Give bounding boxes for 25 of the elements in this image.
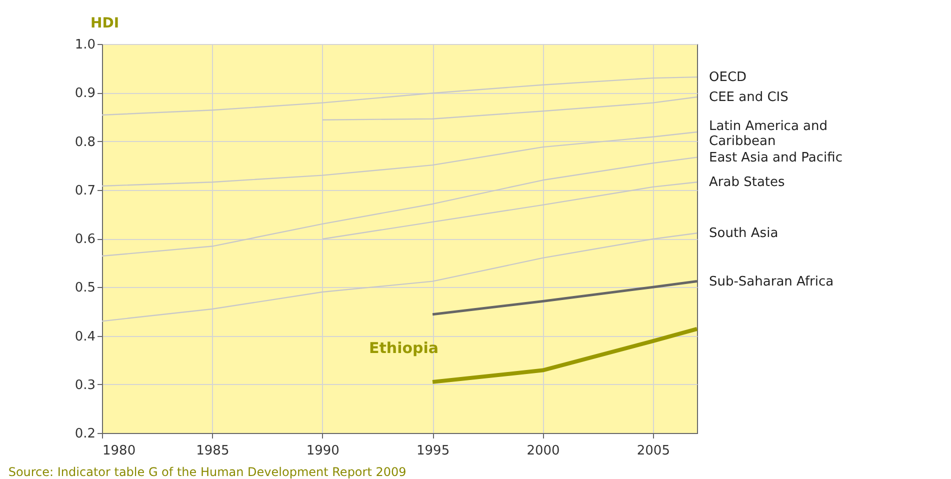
source-note: Source: Indicator table G of the Human Development Report 2009 [8,465,406,479]
y-tick-label: 0.5 [74,280,96,296]
y-tick-label: 0.3 [74,378,96,393]
x-tick-label: 2005 [636,444,670,458]
x-tick-label: 1980 [102,444,136,458]
x-tick-label: 1985 [196,444,230,458]
y-tick-label: 0.7 [74,183,96,198]
series-label: East Asia and Pacific [709,150,842,166]
y-tick-label: 0.8 [74,134,96,150]
series-label: Ethiopia [369,338,439,357]
y-tick-label: 0.4 [74,329,96,344]
y-tick-label: 0.2 [74,426,96,442]
y-tick-label: 1.0 [74,38,96,52]
series-label: CEE and CIS [709,90,788,105]
x-tick-label: 1995 [416,444,450,458]
series-label: South Asia [709,226,778,242]
series-label: Latin America and Caribbean [709,119,828,150]
series-label: Sub-Saharan Africa [709,274,834,290]
y-axis-title: HDI [90,16,120,32]
y-tick-label: 0.9 [74,86,96,102]
series-label: Arab States [709,175,785,190]
x-tick-label: 1990 [306,444,340,458]
x-tick-label: 2000 [526,444,560,458]
y-tick-label: 0.6 [74,232,96,247]
series-label: OECD [709,70,747,86]
